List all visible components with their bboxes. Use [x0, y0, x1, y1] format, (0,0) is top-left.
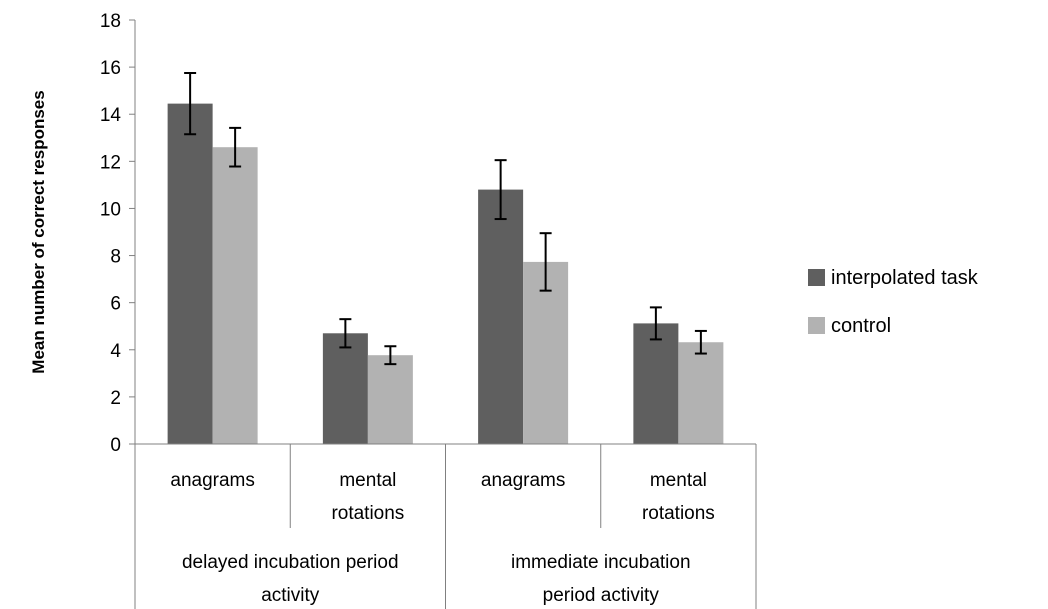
y-tick-label: 14 — [100, 105, 122, 126]
legend-swatch — [808, 269, 825, 286]
group-label: delayed incubation period — [182, 552, 399, 573]
x-axis: anagrams mental rotations anagrams mental rot… — [134, 443, 757, 609]
legend-swatch — [808, 317, 825, 334]
category-label: anagrams — [481, 470, 566, 491]
group-label: immediate incubation — [511, 552, 691, 573]
bar — [478, 189, 524, 444]
y-tick-label: 12 — [100, 152, 121, 173]
bar — [167, 103, 213, 444]
category-label: anagrams — [170, 470, 255, 491]
bar — [322, 333, 368, 444]
bars — [167, 103, 724, 444]
y-tick-label: 16 — [100, 58, 121, 79]
category-label: rotations — [642, 503, 715, 524]
y-tick-label: 8 — [110, 247, 121, 268]
category-label: mental — [339, 470, 396, 491]
legend: interpolated task control — [808, 267, 979, 337]
y-axis-title: Mean number of correct responses — [29, 90, 48, 373]
legend-label: control — [831, 315, 891, 337]
group-label: period activity — [543, 585, 660, 606]
category-label: rotations — [331, 503, 404, 524]
category-label: mental — [650, 470, 707, 491]
group-label: activity — [261, 585, 320, 606]
bar — [633, 323, 679, 444]
legend-label: interpolated task — [831, 267, 979, 289]
bar — [367, 355, 413, 444]
y-tick-label: 10 — [100, 199, 121, 220]
bar — [523, 261, 569, 444]
y-tick-label: 4 — [110, 341, 121, 362]
error-bars — [184, 72, 707, 366]
bar — [678, 342, 724, 444]
y-tick-label: 0 — [110, 435, 121, 456]
bar — [212, 147, 258, 444]
y-tick-label: 2 — [110, 388, 121, 409]
y-tick-label: 18 — [100, 11, 121, 32]
y-axis: 0 2 4 6 8 10 12 14 16 18 — [100, 11, 136, 456]
y-tick-label: 6 — [110, 294, 121, 315]
